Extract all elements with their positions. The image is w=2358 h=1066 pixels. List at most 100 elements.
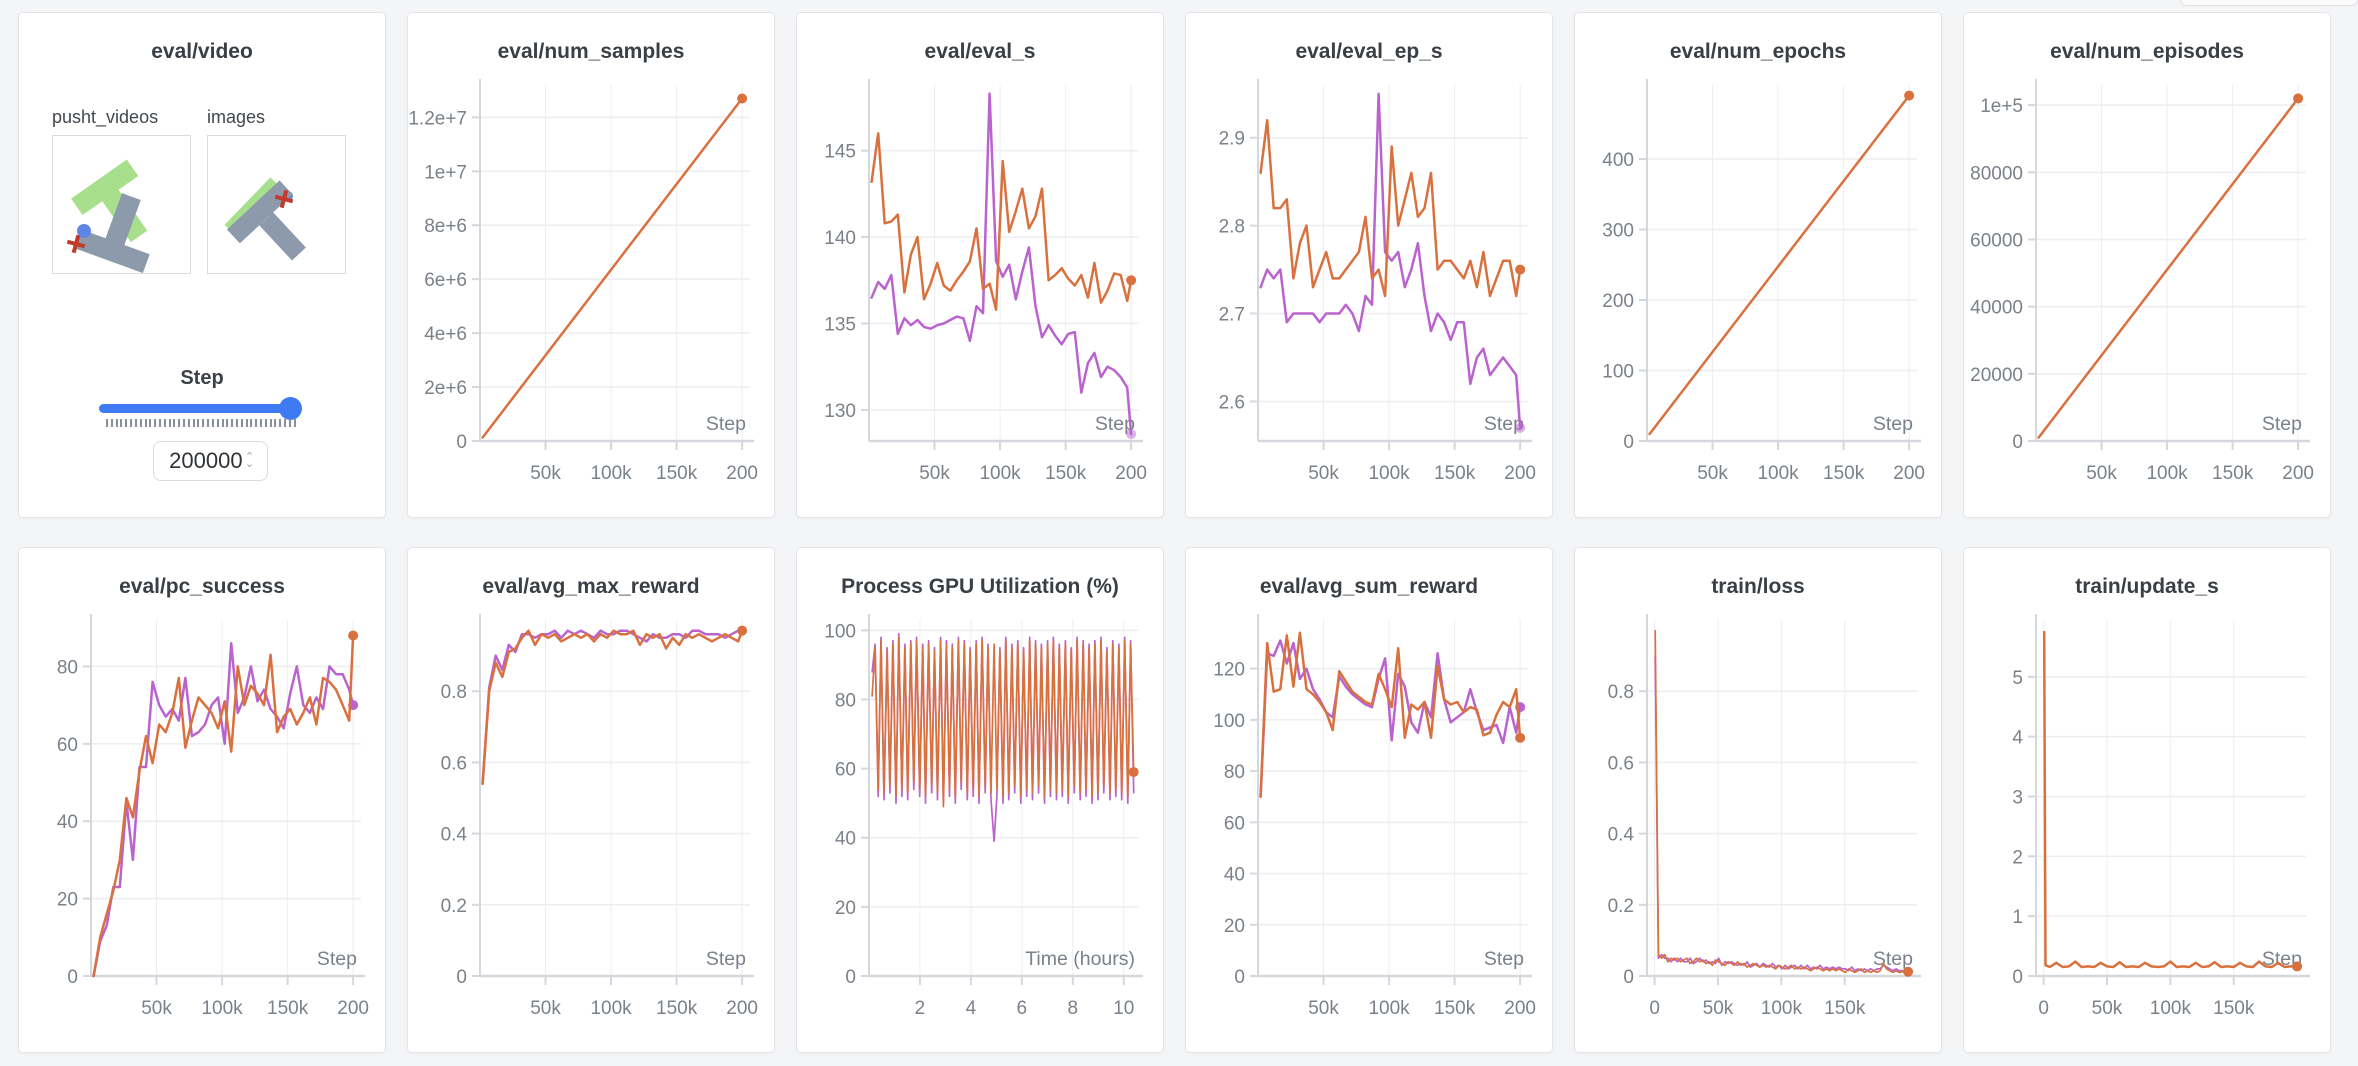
chart-eval-avg-sum-reward[interactable]: 0 20 40 60 80 100 120 50k 100k 150k 200 Step xyxy=(1186,606,1552,1046)
pusht-video-frame xyxy=(66,159,150,274)
svg-text:8: 8 xyxy=(1067,998,1078,1019)
svg-text:5: 5 xyxy=(2012,668,2023,689)
video-thumbnail-images[interactable] xyxy=(207,135,346,274)
svg-text:100k: 100k xyxy=(590,998,632,1019)
svg-text:0: 0 xyxy=(456,432,467,453)
svg-text:60: 60 xyxy=(57,735,78,756)
goal-cross xyxy=(66,234,86,254)
svg-text:20: 20 xyxy=(835,898,856,919)
svg-text:150k: 150k xyxy=(1823,463,1865,484)
svg-text:140: 140 xyxy=(824,228,856,249)
chart-eval-eval-ep-s[interactable]: 2.6 2.7 2.8 2.9 50k 100k 150k 200 Step xyxy=(1186,71,1552,511)
goal-cross xyxy=(274,189,294,209)
chart-title: train/loss xyxy=(1711,575,1805,598)
svg-text:100: 100 xyxy=(1213,711,1245,732)
chart-eval-avg-max-reward[interactable]: 0 0.2 0.4 0.6 0.8 50k 100k 150k 200 Step xyxy=(408,606,774,1046)
svg-text:0.4: 0.4 xyxy=(441,825,468,846)
step-increment-icon[interactable]: ⌃ xyxy=(244,451,255,463)
svg-text:8e+6: 8e+6 xyxy=(424,216,467,237)
agent-dot xyxy=(77,224,91,238)
svg-text:60000: 60000 xyxy=(1970,230,2023,251)
chart-eval-num-samples[interactable]: 0 2e+6 4e+6 6e+6 8e+6 1e+7 1.2e+7 50k 100k 150k 20… xyxy=(408,71,774,511)
svg-text:40000: 40000 xyxy=(1970,298,2023,319)
svg-text:150k: 150k xyxy=(2212,463,2254,484)
chart-title: eval/num_epochs xyxy=(1669,40,1847,63)
svg-text:100: 100 xyxy=(824,621,856,642)
svg-text:0.2: 0.2 xyxy=(1608,896,1634,917)
svg-text:0: 0 xyxy=(1623,967,1634,988)
chart-title: eval/eval_ep_s xyxy=(1295,40,1443,63)
svg-text:50k: 50k xyxy=(2092,998,2123,1019)
svg-text:40: 40 xyxy=(835,829,856,850)
svg-text:0.2: 0.2 xyxy=(441,896,467,917)
chart-title: eval/eval_s xyxy=(924,40,1036,63)
svg-text:60: 60 xyxy=(835,760,856,781)
svg-text:1: 1 xyxy=(2012,907,2023,928)
svg-text:50k: 50k xyxy=(2086,463,2117,484)
svg-text:100: 100 xyxy=(1602,362,1634,383)
svg-text:10: 10 xyxy=(1113,998,1134,1019)
images-video-frame xyxy=(224,177,306,261)
chart-gpu-utilization[interactable]: 0 20 40 60 80 100 2 4 6 8 10 Time (hours) xyxy=(797,606,1163,1046)
step-stepper[interactable]: ⌃ ⌄ xyxy=(244,451,255,470)
step-slider-track[interactable] xyxy=(99,404,299,413)
svg-text:2: 2 xyxy=(2012,847,2023,868)
panel-eval-pc-success: eval/pc_success 0 20 40 60 80 50k 100k 150k 200 S… xyxy=(18,547,386,1053)
svg-text:100k: 100k xyxy=(2146,463,2188,484)
panel-train-loss: train/loss 0 0.2 0.4 0.6 0.8 0 50k 100k 150k Step xyxy=(1574,547,1942,1053)
step-slider-ruler xyxy=(106,419,296,427)
svg-text:2.6: 2.6 xyxy=(1219,392,1245,413)
svg-text:50k: 50k xyxy=(919,463,950,484)
panel-eval-avg-max-reward: eval/avg_max_reward 0 0.2 0.4 0.6 0.8 50k 100k… xyxy=(407,547,775,1053)
svg-text:2e+6: 2e+6 xyxy=(424,378,467,399)
panel-eval-eval-s: eval/eval_s 130 135 140 145 50k 100k 150k 200 St… xyxy=(796,12,1164,518)
svg-text:0: 0 xyxy=(1623,432,1634,453)
video-thumbnail-pusht[interactable] xyxy=(52,135,191,274)
chart-title: train/update_s xyxy=(2075,575,2219,598)
svg-text:50k: 50k xyxy=(1703,998,1734,1019)
chart-eval-num-episodes[interactable]: 0 20000 40000 60000 80000 1e+5 50k 100k 150k 200 S… xyxy=(1964,71,2330,511)
chart-eval-num-epochs[interactable]: 0 100 200 300 400 50k 100k 150k 200 Step xyxy=(1575,71,1941,511)
svg-text:4: 4 xyxy=(966,998,977,1019)
panel-eval-num-epochs: eval/num_epochs 0 100 200 300 400 50k 100k 150k… xyxy=(1574,12,1942,518)
step-input-box: ⌃ ⌄ xyxy=(153,441,268,481)
svg-text:50k: 50k xyxy=(530,463,561,484)
svg-text:100k: 100k xyxy=(1368,998,1410,1019)
chart-title: eval/avg_max_reward xyxy=(482,575,700,598)
svg-text:50k: 50k xyxy=(1308,463,1339,484)
svg-text:60: 60 xyxy=(1224,813,1245,834)
svg-text:150k: 150k xyxy=(1045,463,1087,484)
step-input[interactable] xyxy=(166,448,245,474)
svg-text:0: 0 xyxy=(1234,967,1245,988)
svg-text:200: 200 xyxy=(337,998,369,1019)
svg-text:150k: 150k xyxy=(267,998,309,1019)
step-decrement-icon[interactable]: ⌄ xyxy=(244,458,255,470)
chart-train-update-s[interactable]: 0 1 2 3 4 5 0 50k 100k 150k Step xyxy=(1964,606,2330,1046)
svg-text:0.8: 0.8 xyxy=(441,682,467,703)
svg-text:0.8: 0.8 xyxy=(1608,682,1634,703)
chart-title: eval/avg_sum_reward xyxy=(1259,575,1479,598)
svg-text:200: 200 xyxy=(1115,463,1147,484)
svg-text:1e+5: 1e+5 xyxy=(1980,96,2023,117)
svg-text:4: 4 xyxy=(2012,728,2023,749)
panel-eval-avg-sum-reward: eval/avg_sum_reward 0 20 40 60 80 100 120 50k 10… xyxy=(1185,547,1553,1053)
svg-text:0.6: 0.6 xyxy=(1608,753,1634,774)
svg-text:80: 80 xyxy=(57,657,78,678)
svg-text:80: 80 xyxy=(1224,762,1245,783)
svg-text:Time (hours): Time (hours) xyxy=(1025,948,1135,970)
chart-title: eval/num_samples xyxy=(497,40,685,63)
svg-text:0: 0 xyxy=(2012,432,2023,453)
svg-text:20: 20 xyxy=(1224,916,1245,937)
svg-text:200: 200 xyxy=(726,998,758,1019)
step-slider-handle[interactable] xyxy=(279,397,302,420)
panel-gpu-utilization: Process GPU Utilization (%) 0 20 40 60 80 100… xyxy=(796,547,1164,1053)
svg-text:0: 0 xyxy=(456,967,467,988)
svg-text:120: 120 xyxy=(1213,660,1245,681)
svg-text:150k: 150k xyxy=(656,463,698,484)
chart-eval-pc-success[interactable]: 0 20 40 60 80 50k 100k 150k 200 Step xyxy=(19,606,385,1046)
chart-train-loss[interactable]: 0 0.2 0.4 0.6 0.8 0 50k 100k 150k Step xyxy=(1575,606,1941,1046)
svg-text:2.8: 2.8 xyxy=(1219,217,1245,238)
chart-eval-eval-s[interactable]: 130 135 140 145 50k 100k 150k 200 Step xyxy=(797,71,1163,511)
svg-text:3: 3 xyxy=(2012,788,2023,809)
svg-text:1.2e+7: 1.2e+7 xyxy=(408,108,467,129)
